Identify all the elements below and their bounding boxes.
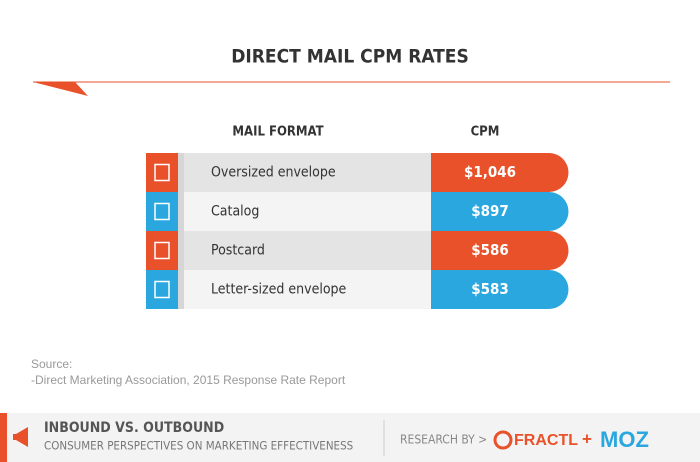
row-label-bg [178,270,431,309]
row-icon [154,202,170,221]
row-stripe [178,231,184,270]
brand-fractl: FRACTL [514,432,578,449]
row-label-bg [178,231,431,270]
table: Oversized envelope $1,046 Catalog $897 Postc… [146,153,569,309]
header: MAIL FORMAT [232,125,323,140]
footer-accent [0,413,7,462]
value-pill [431,270,569,309]
source-label: Source: [31,357,72,371]
cpm-value: $586 [471,241,509,259]
row-icon [154,241,170,260]
mail-format: Letter-sized envelope [211,282,347,298]
row-stripe [178,270,184,309]
row-icon-bg [146,231,178,270]
value-pill [431,153,569,192]
plus: + [582,429,592,448]
source-text: -Direct Marketing Association, 2015 Resp… [31,373,346,387]
row-stripe [178,153,184,192]
row-stripe [178,192,184,231]
table-row: Catalog $897 [146,192,569,231]
table-row: Letter-sized envelope $583 [146,270,569,309]
mail-format: Catalog [211,204,259,220]
mail-format: Postcard [211,243,265,259]
table-row: Oversized envelope $1,046 [146,153,569,192]
row-label-bg [178,192,431,231]
mail-format: Oversized envelope [211,165,336,181]
footer-title: INBOUND VS. OUTBOUND [44,420,224,436]
row-icon [154,280,170,299]
table-row: Postcard $586 [146,231,569,270]
row-icon-bg [146,153,178,192]
header: CPM [471,125,500,140]
footer-subtitle: CONSUMER PERSPECTIVES ON MARKETING EFFEC… [44,439,353,453]
brand-moz: MOZ [600,427,649,452]
rule-accent [33,82,88,96]
row-label-bg [178,153,431,192]
cpm-value: $583 [471,280,509,298]
footer [0,413,700,462]
fractl-logo-mark [493,430,513,450]
title: DIRECT MAIL CPM RATES [231,46,469,68]
value-pill [431,231,569,270]
row-icon-bg [146,270,178,309]
cpm-value: $1,046 [464,163,516,181]
research-by: RESEARCH BY > [400,433,487,447]
value-pill [431,192,569,231]
megaphone-icon [13,427,28,447]
cpm-value: $897 [471,202,509,220]
row-icon-bg [146,192,178,231]
row-icon [154,163,170,182]
